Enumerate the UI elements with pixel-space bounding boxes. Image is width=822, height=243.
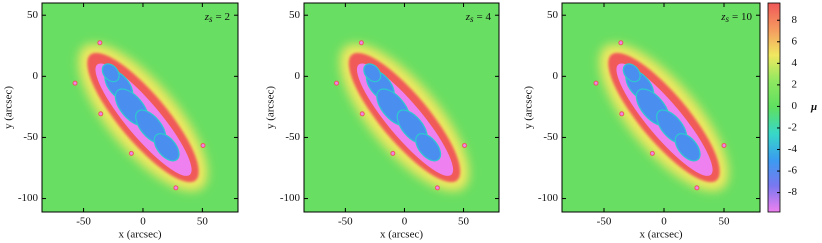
annotation-sub: s — [470, 14, 474, 24]
y-tick-label: -100 — [18, 192, 39, 204]
annotation-var: z — [720, 11, 726, 23]
plot-frame — [561, 2, 761, 213]
annotation-sub: s — [209, 14, 213, 24]
plot-frame — [41, 2, 239, 213]
y-tick-label: -50 — [285, 131, 300, 143]
colorbar-tick-label: 4 — [792, 57, 798, 69]
colorbar-tick-label: 8 — [792, 14, 798, 26]
substructure — [358, 40, 364, 46]
y-tick-label: -50 — [543, 131, 558, 143]
map-image — [42, 3, 238, 212]
substructure — [359, 111, 365, 117]
x-axis-label: x (arcsec) — [639, 229, 682, 241]
colorbar-tick-label: 2 — [792, 78, 798, 90]
demag-blob — [363, 63, 382, 83]
x-tick-label: -50 — [597, 216, 612, 228]
y-tick-label: 50 — [27, 9, 39, 21]
y-axis-label: y (arcsec) — [523, 86, 535, 129]
annotation: zs = 10 — [720, 11, 752, 25]
colorbar-label: μ — [810, 101, 817, 113]
colorbar-tick-label: -4 — [788, 143, 798, 155]
x-axis-label: x (arcsec) — [380, 229, 423, 241]
substructure — [618, 40, 624, 46]
substructure — [619, 111, 625, 117]
substructure — [173, 185, 179, 191]
map-image — [304, 3, 499, 212]
annotation-var: z — [204, 11, 210, 23]
annotation-text: = 4 — [477, 11, 492, 23]
lens-region — [334, 40, 470, 192]
substructure — [434, 185, 440, 191]
y-axis-label: y (arcsec) — [265, 86, 277, 129]
demag-blob — [622, 63, 641, 83]
x-tick-label: 0 — [661, 216, 667, 228]
x-tick-label: -50 — [76, 216, 91, 228]
lens-region — [72, 40, 208, 192]
x-tick-label: 0 — [402, 216, 408, 228]
substructure — [462, 142, 468, 148]
annotation-text: = 10 — [732, 11, 752, 23]
colorbar-tick-label: -2 — [788, 122, 797, 134]
substructure — [649, 150, 655, 156]
annotation-text: = 2 — [216, 11, 230, 23]
x-axis-label: x (arcsec) — [118, 229, 161, 241]
y-tick-label: 50 — [547, 9, 559, 21]
colorbar-tick-label: -6 — [788, 165, 798, 177]
x-tick-label: -50 — [338, 216, 353, 228]
substructure — [200, 142, 206, 148]
annotation: zs = 2 — [204, 11, 230, 25]
x-tick-label: 0 — [140, 216, 146, 228]
colorbar-tick-label: 0 — [792, 100, 798, 112]
demag-blob — [415, 133, 442, 162]
y-tick-label: 50 — [289, 9, 301, 21]
plot-frame — [303, 2, 500, 213]
substructure — [593, 80, 599, 86]
annotation-var: z — [465, 11, 471, 23]
y-tick-label: 0 — [553, 70, 559, 82]
colorbar — [767, 2, 781, 213]
demag-blob — [674, 133, 701, 162]
substructure — [721, 142, 727, 148]
colorbar-tick-label: -8 — [788, 186, 798, 198]
substructure — [390, 150, 396, 156]
colorbar-tick-label: 6 — [792, 35, 798, 47]
y-tick-label: -50 — [23, 131, 38, 143]
demag-blob — [153, 133, 180, 162]
map-image — [562, 3, 760, 212]
substructure — [694, 185, 700, 191]
y-tick-label: 0 — [33, 70, 39, 82]
demag-blob — [101, 63, 120, 83]
lens-region — [593, 40, 729, 192]
x-tick-label: 50 — [719, 216, 731, 228]
substructure — [128, 150, 134, 156]
substructure — [98, 111, 104, 117]
y-tick-label: 0 — [295, 70, 301, 82]
substructure — [72, 80, 78, 86]
x-tick-label: 50 — [458, 216, 470, 228]
annotation-sub: s — [726, 14, 730, 24]
substructure — [334, 80, 340, 86]
y-axis-label: y (arcsec) — [3, 86, 15, 129]
substructure — [97, 40, 103, 46]
x-tick-label: 50 — [197, 216, 209, 228]
annotation: zs = 4 — [465, 11, 492, 25]
y-tick-label: -100 — [280, 192, 301, 204]
y-tick-label: -100 — [538, 192, 559, 204]
